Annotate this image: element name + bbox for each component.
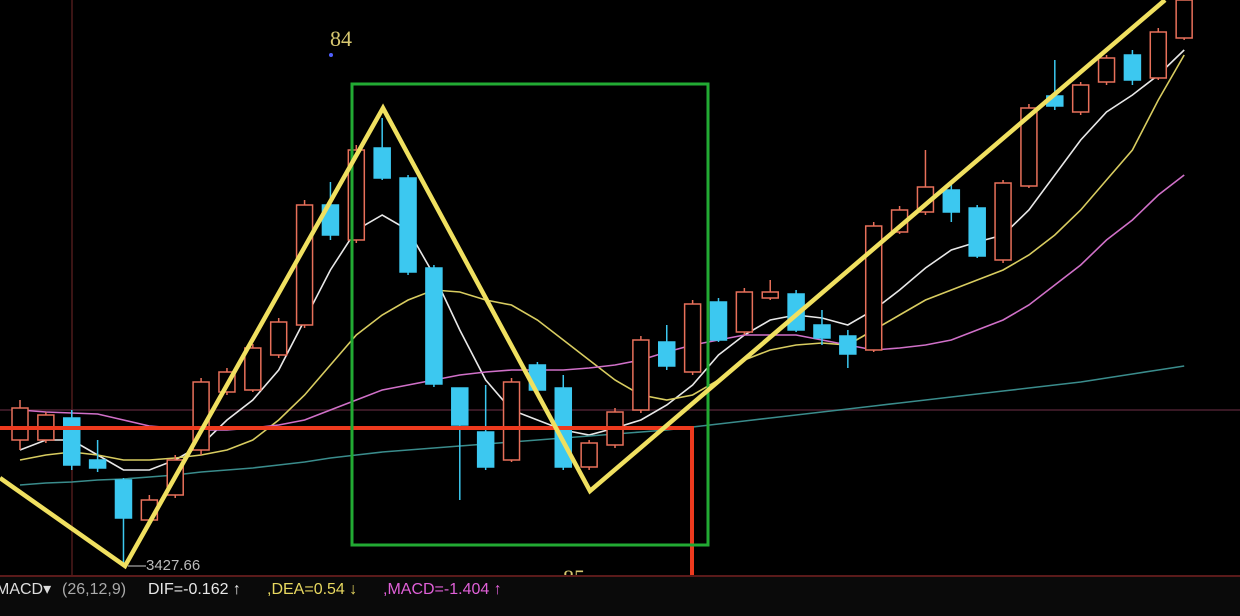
candle-body	[683, 303, 702, 373]
indicator-dif: DIF=-0.162 ↑	[148, 581, 241, 598]
candle-body	[399, 177, 417, 273]
high-annotation: 84	[330, 26, 352, 51]
candle-body	[11, 407, 29, 441]
red-level-line	[0, 426, 694, 580]
candle-body	[813, 324, 831, 339]
indicator-dea: ,DEA=0.54 ↓	[267, 581, 357, 598]
candle-body	[451, 387, 469, 426]
candle-body	[269, 321, 288, 356]
candle-body	[658, 341, 676, 367]
candle-body	[1071, 84, 1090, 113]
candle-body	[1149, 31, 1168, 79]
candle-body	[735, 291, 754, 333]
moving-average-line	[19, 49, 1185, 471]
candle-body	[839, 335, 857, 355]
indicator-macd: ,MACD=-1.404 ↑	[383, 581, 502, 598]
zigzag-trend	[0, 0, 1167, 570]
candle-body	[1175, 0, 1193, 39]
candle-body	[425, 267, 443, 385]
low-annotation: 3427.66	[146, 557, 200, 574]
marker-dot	[329, 53, 333, 57]
candle-body	[994, 182, 1012, 261]
candle-body	[632, 339, 650, 411]
candle-body	[1123, 54, 1142, 81]
candle-body	[761, 291, 779, 299]
candle-body	[373, 147, 391, 179]
moving-average-line	[19, 365, 1185, 486]
candle-body	[62, 417, 81, 466]
candle-body	[942, 189, 961, 213]
indicator-bar	[0, 576, 1240, 616]
overlay	[0, 0, 1167, 580]
moving-average-line	[19, 54, 1185, 461]
candle-body	[244, 347, 262, 391]
indicator-name[interactable]: MACD▾	[0, 581, 51, 598]
candle-body	[295, 204, 314, 326]
candle-body	[864, 225, 883, 351]
candle-body	[580, 442, 598, 468]
candle-body	[1020, 107, 1038, 187]
highlight-box	[350, 82, 710, 547]
candle-body	[709, 301, 728, 341]
indicator-params: (26,12,9)	[62, 581, 126, 598]
candle-body	[476, 431, 495, 468]
candle-body	[114, 479, 133, 519]
moving-averages	[19, 49, 1185, 486]
candle-body	[1097, 57, 1116, 83]
candle-body	[968, 207, 986, 257]
candle-body	[88, 459, 107, 469]
candle-body	[502, 381, 521, 461]
